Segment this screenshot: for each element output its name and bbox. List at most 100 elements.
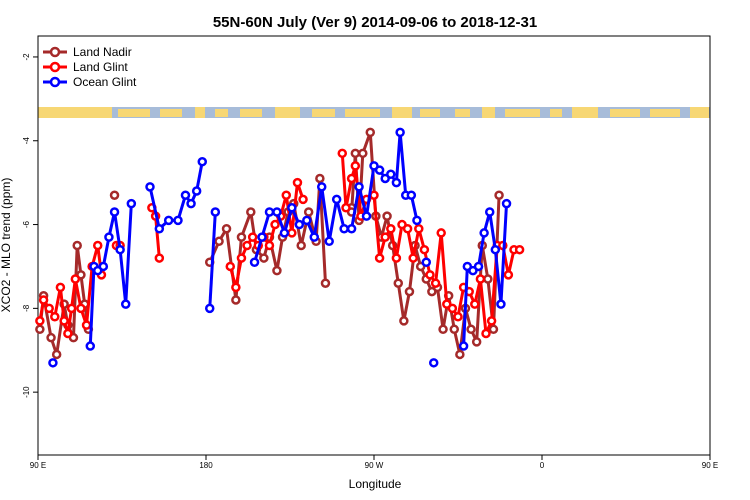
- data-point-land-glint: [419, 244, 430, 255]
- data-point-ocean-glint: [191, 186, 202, 196]
- land-band: [312, 109, 335, 117]
- data-point-ocean-glint: [421, 257, 432, 268]
- data-point-land-nadir: [236, 232, 247, 242]
- land-band: [38, 107, 112, 118]
- data-point-ocean-glint: [484, 207, 495, 217]
- data-point-land-glint: [63, 328, 73, 339]
- data-point-land-nadir: [51, 349, 62, 360]
- data-point-land-glint: [242, 240, 252, 251]
- data-point-ocean-glint: [249, 257, 260, 268]
- data-point-ocean-glint: [109, 207, 120, 217]
- x-tick-label: 90 E: [702, 461, 718, 470]
- data-point-land-nadir: [358, 148, 368, 159]
- series-layer: [35, 127, 525, 368]
- land-band: [420, 109, 440, 117]
- data-point-ocean-glint: [180, 190, 191, 200]
- data-point-land-glint: [264, 240, 275, 251]
- data-point-land-nadir: [320, 278, 331, 288]
- data-point-ocean-glint: [412, 215, 422, 226]
- data-point-land-glint: [369, 190, 379, 200]
- land-band: [505, 109, 540, 117]
- data-point-ocean-glint: [272, 207, 282, 217]
- legend-label-land-glint: Land Glint: [73, 60, 128, 74]
- data-point-ocean-glint: [186, 198, 196, 209]
- data-point-ocean-glint: [204, 303, 215, 314]
- data-point-land-glint: [298, 194, 308, 205]
- data-point-ocean-glint: [163, 215, 174, 226]
- data-point-ocean-glint: [210, 207, 221, 217]
- data-point-ocean-glint: [458, 341, 469, 351]
- data-point-land-glint: [436, 228, 446, 238]
- data-point-land-glint: [481, 328, 491, 339]
- series-ocean-glint: [48, 127, 512, 368]
- data-point-land-glint: [402, 223, 413, 234]
- legend-label-ocean-glint: Ocean Glint: [73, 75, 137, 89]
- data-point-land-glint: [236, 253, 247, 263]
- data-point-land-glint: [281, 190, 292, 200]
- data-point-ocean-glint: [331, 194, 342, 205]
- data-point-ocean-glint: [173, 215, 183, 226]
- data-point-land-glint: [374, 253, 385, 263]
- data-point-land-nadir: [404, 286, 415, 297]
- land-band: [550, 109, 562, 117]
- data-point-land-glint: [225, 261, 236, 272]
- data-point-land-glint: [292, 177, 303, 188]
- land-band: [392, 107, 412, 118]
- data-point-land-glint: [470, 299, 480, 309]
- legend-marker-land-nadir: [49, 46, 61, 58]
- data-point-ocean-glint: [496, 299, 506, 309]
- data-point-land-nadir: [303, 207, 314, 217]
- data-point-land-glint: [70, 274, 81, 284]
- x-tick-label: 90 W: [365, 461, 384, 470]
- data-point-land-glint: [38, 295, 49, 305]
- land-band: [195, 107, 205, 118]
- data-point-ocean-glint: [264, 207, 275, 217]
- chart-title: 55N-60N July (Ver 9) 2014-09-06 to 2018-…: [213, 14, 537, 31]
- data-point-land-nadir: [488, 324, 499, 335]
- data-point-land-glint: [337, 148, 348, 159]
- data-point-land-glint: [514, 244, 525, 255]
- data-point-ocean-glint: [48, 358, 58, 368]
- data-point-land-glint: [503, 270, 514, 280]
- land-band: [455, 109, 470, 117]
- data-point-land-glint: [59, 316, 69, 326]
- data-point-ocean-glint: [98, 261, 109, 272]
- data-point-land-glint: [341, 203, 351, 213]
- data-point-ocean-glint: [294, 219, 305, 230]
- data-point-ocean-glint: [501, 198, 512, 209]
- data-point-land-nadir: [483, 274, 493, 284]
- data-point-land-nadir: [35, 324, 45, 335]
- data-point-land-nadir: [272, 265, 282, 276]
- data-point-ocean-glint: [302, 215, 312, 226]
- data-point-land-glint: [81, 320, 92, 330]
- data-point-land-nadir: [315, 173, 325, 184]
- data-point-land-glint: [475, 274, 486, 284]
- land-band: [275, 107, 300, 118]
- legend-marker-land-glint: [49, 61, 61, 73]
- data-point-land-glint: [391, 253, 402, 263]
- data-point-ocean-glint: [287, 203, 297, 213]
- data-point-ocean-glint: [257, 232, 267, 242]
- y-tick-label: -4: [22, 137, 31, 145]
- data-point-land-glint: [414, 223, 424, 234]
- data-point-land-glint: [425, 270, 435, 280]
- data-point-land-glint: [486, 316, 497, 326]
- data-point-ocean-glint: [406, 190, 417, 200]
- series-land-glint: [35, 148, 525, 339]
- data-point-ocean-glint: [115, 244, 125, 255]
- land-band: [160, 109, 182, 117]
- data-point-land-nadir: [231, 295, 241, 305]
- data-point-land-nadir: [393, 278, 404, 288]
- data-point-land-glint: [92, 240, 103, 251]
- land-band: [572, 107, 598, 118]
- data-point-land-nadir: [399, 316, 409, 326]
- y-tick-label: -2: [22, 53, 31, 61]
- land-band: [482, 107, 495, 118]
- data-point-land-glint: [35, 316, 45, 326]
- data-point-ocean-glint: [316, 182, 327, 192]
- data-point-land-nadir: [455, 349, 465, 360]
- data-point-land-glint: [453, 311, 463, 322]
- data-point-land-glint: [50, 311, 60, 322]
- data-point-land-glint: [231, 282, 241, 293]
- data-point-land-nadir: [471, 337, 482, 347]
